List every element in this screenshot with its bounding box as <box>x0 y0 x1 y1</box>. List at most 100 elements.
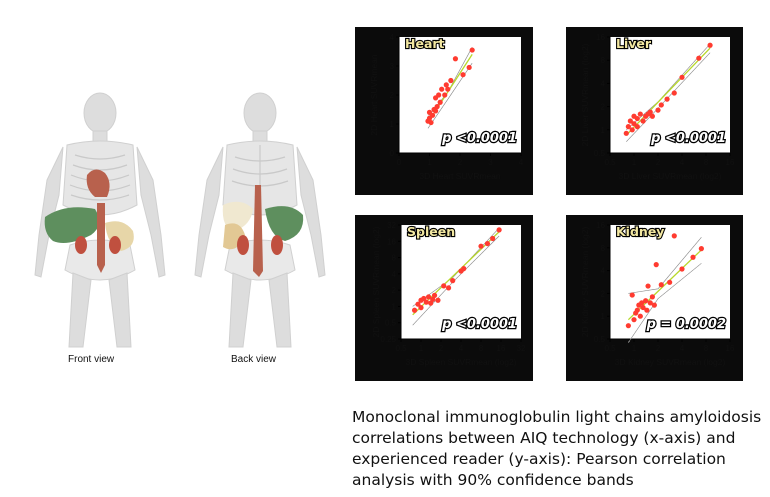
chart-panel-spleen: 0.5 1 2 4 8 16 32 0.25 0.5 1 2 4 8 16 32 3D Spleen SUVR… <box>355 215 533 381</box>
data-point <box>436 92 442 98</box>
y-tick-label: 0.5 <box>594 335 606 344</box>
y-axis-label: 2D Liver SUVRmean (log2) <box>580 43 590 146</box>
data-point <box>647 300 653 306</box>
data-point <box>690 254 696 260</box>
plot-area <box>401 225 521 339</box>
data-point <box>434 104 440 110</box>
data-point <box>484 240 491 247</box>
data-point <box>450 278 456 284</box>
y-tick-label: 8 <box>601 56 606 65</box>
caption-line-3: experienced reader (y-axis): Pearson cor… <box>352 450 726 468</box>
y-axis-label: 2D Heart SUVRmean <box>369 54 379 136</box>
y-tick-label: 16 <box>596 221 605 230</box>
data-point <box>452 56 459 62</box>
data-point <box>460 72 466 78</box>
y-tick-label: 2 <box>601 289 606 298</box>
p-value-annotation: p <0.0001 <box>650 131 726 146</box>
caption-line-1: Monoclonal immunoglobulin light chains a… <box>352 408 762 426</box>
data-point <box>698 246 704 252</box>
x-tick-label: 2 <box>458 158 463 167</box>
data-point <box>441 283 447 289</box>
caption-line-2: correlations between AIQ technology (x-a… <box>352 429 736 447</box>
data-point <box>478 243 484 249</box>
x-axis-label: 3D Heart SUVRmean <box>419 171 501 181</box>
data-point <box>426 109 433 115</box>
y-tick-label: 4 <box>601 79 606 88</box>
x-tick-label: 2 <box>656 344 661 353</box>
p-value-annotation: p <0.0001 <box>441 131 517 146</box>
y-tick-label: 1 <box>392 302 397 311</box>
data-point <box>443 82 449 88</box>
x-tick-label: 16 <box>497 344 506 353</box>
y-tick-label: 0.25 <box>380 335 396 344</box>
y-tick-label: 4 <box>390 33 395 42</box>
data-point <box>627 118 633 124</box>
x-tick-label: 4 <box>680 344 685 353</box>
data-point <box>634 124 640 130</box>
x-tick-label: 0 <box>397 158 402 167</box>
data-point <box>664 96 670 102</box>
y-tick-label: 8 <box>601 244 606 253</box>
data-point <box>490 235 496 242</box>
x-tick-label: 2 <box>439 344 444 353</box>
data-point <box>469 47 475 53</box>
data-point <box>433 108 439 114</box>
data-point <box>631 317 637 323</box>
data-point <box>696 55 702 61</box>
x-tick-label: 8 <box>704 158 709 167</box>
chart-title: Spleen <box>407 224 455 239</box>
chart-title: Liver <box>616 36 652 51</box>
y-tick-label: 8 <box>392 254 397 263</box>
data-point <box>431 292 438 298</box>
x-tick-label: 2 <box>656 158 661 167</box>
data-point <box>647 109 653 115</box>
x-tick-label: 4 <box>680 158 685 167</box>
data-point <box>411 307 418 313</box>
confidence-band-lower-line <box>628 263 702 343</box>
data-point <box>421 295 427 302</box>
x-tick-label: 1 <box>632 344 637 353</box>
x-tick-label: 32 <box>517 344 526 353</box>
data-point <box>430 296 436 302</box>
data-point <box>442 92 448 98</box>
data-point <box>643 298 649 304</box>
data-point <box>667 279 673 285</box>
data-point <box>496 227 502 233</box>
x-tick-label: 0.5 <box>604 158 616 167</box>
front-view-figure <box>34 92 166 348</box>
data-point <box>640 118 646 124</box>
data-point <box>428 119 434 126</box>
front-view-label: Front view <box>68 354 115 365</box>
x-axis-label: 3D Kidney SUVRmean (log2) <box>615 357 726 367</box>
y-tick-label: 1 <box>390 120 395 129</box>
back-view-figure <box>194 92 326 348</box>
plot-area <box>399 37 521 153</box>
data-point <box>445 86 451 92</box>
data-point <box>649 294 655 300</box>
y-tick-label: 0.5 <box>594 149 606 158</box>
y-tick-label: 16 <box>387 237 396 246</box>
x-tick-label: 0.5 <box>395 344 407 353</box>
data-point <box>707 42 713 48</box>
data-point <box>658 102 664 108</box>
x-tick-label: 0.5 <box>604 344 616 353</box>
data-point <box>653 262 659 268</box>
y-tick-label: 4 <box>392 270 397 279</box>
x-axis-label: 3D Spleen SUVRmean (log2) <box>405 357 516 367</box>
regression-line <box>625 47 711 136</box>
x-tick-label: 16 <box>726 344 735 353</box>
data-point <box>645 283 651 289</box>
data-point <box>637 111 643 117</box>
data-point <box>651 302 657 308</box>
data-point <box>679 74 685 80</box>
y-tick-label: 2 <box>390 91 395 100</box>
data-point <box>655 107 661 113</box>
p-value-annotation: p <0.0001 <box>441 317 517 332</box>
chart-panel-heart: 0 1 2 3 4 0 1 2 3 4 3D Heart SUVRmean 2D Heart SUVR… <box>355 27 533 195</box>
data-point <box>649 113 655 119</box>
confidence-band-upper-line <box>628 237 702 294</box>
y-tick-label: 0 <box>390 149 395 158</box>
data-point <box>461 266 467 272</box>
y-tick-label: 2 <box>392 286 397 295</box>
data-point <box>445 285 452 291</box>
